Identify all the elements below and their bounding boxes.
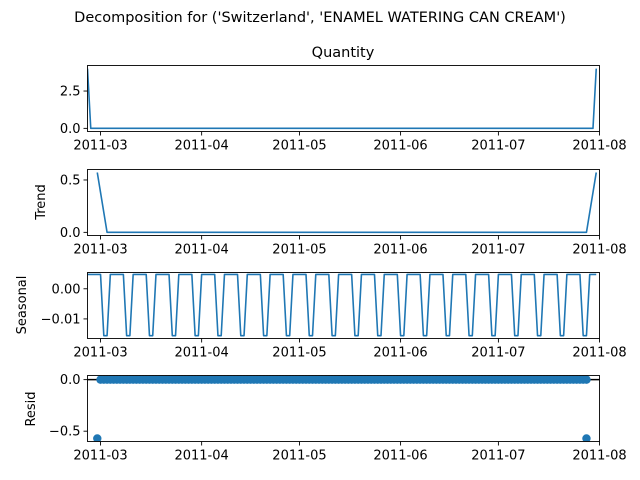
x-tick-label: 2011-06 bbox=[373, 449, 427, 464]
seasonal-axes: 2011-03 2011-04 2011-05 2011-06 2011-07 2011-… bbox=[41, 282, 627, 360]
y-tick-label: 0.0 bbox=[60, 226, 81, 241]
observed-line bbox=[87, 68, 598, 130]
trend-axes: 2011-03 2011-04 2011-05 2011-06 2011-07 2011-… bbox=[60, 173, 627, 257]
seasonal-axes-frame bbox=[87, 272, 600, 339]
y-tick-label: 2.5 bbox=[60, 85, 81, 100]
y-tick-label: −0.5 bbox=[49, 425, 81, 440]
x-tick-label: 2011-04 bbox=[174, 139, 228, 154]
x-tick-label: 2011-07 bbox=[471, 346, 525, 361]
trend-panel: 2011-03 2011-04 2011-05 2011-06 2011-07 2011-… bbox=[34, 169, 627, 258]
x-tick-label: 2011-04 bbox=[174, 243, 228, 258]
x-tick-label: 2011-04 bbox=[174, 449, 228, 464]
x-tick-label: 2011-08 bbox=[572, 243, 626, 258]
x-tick-label: 2011-04 bbox=[174, 346, 228, 361]
x-tick-label: 2011-05 bbox=[272, 243, 326, 258]
resid-axes: 2011-03 2011-04 2011-05 2011-06 2011-07 2011-… bbox=[49, 373, 627, 463]
figure-suptitle: Decomposition for ('Switzerland', 'ENAME… bbox=[74, 10, 566, 26]
x-tick-label: 2011-03 bbox=[73, 139, 127, 154]
x-tick-label: 2011-05 bbox=[272, 346, 326, 361]
observed-panel-title: Quantity bbox=[312, 45, 375, 61]
y-tick-label: 0.5 bbox=[60, 173, 81, 188]
x-tick-label: 2011-08 bbox=[572, 139, 626, 154]
x-tick-label: 2011-03 bbox=[73, 243, 127, 258]
trend-series bbox=[96, 172, 598, 234]
x-tick-label: 2011-07 bbox=[471, 139, 525, 154]
y-tick-label: 0.00 bbox=[52, 282, 81, 297]
y-tick-label: −0.01 bbox=[41, 312, 81, 327]
seasonal-series bbox=[87, 273, 597, 337]
x-tick-label: 2011-05 bbox=[272, 139, 326, 154]
observed-series bbox=[87, 68, 598, 130]
resid-panel: 2011-03 2011-04 2011-05 2011-06 2011-07 2011-… bbox=[24, 373, 627, 463]
x-tick-label: 2011-03 bbox=[73, 449, 127, 464]
seasonal-panel: 2011-03 2011-04 2011-05 2011-06 2011-07 2011-… bbox=[15, 272, 627, 361]
observed-panel: Quantity 2011-03 2011-04 2011-05 2011-06 201… bbox=[60, 45, 627, 154]
resid-outlier-point bbox=[582, 434, 591, 442]
resid-axes-frame bbox=[87, 375, 600, 442]
seasonal-ylabel: Seasonal bbox=[15, 276, 30, 335]
x-tick-label: 2011-06 bbox=[373, 139, 427, 154]
seasonal-line bbox=[87, 273, 597, 337]
trend-axes-frame bbox=[87, 169, 600, 236]
observed-axes: 2011-03 2011-04 2011-05 2011-06 2011-07 2011-… bbox=[60, 85, 627, 154]
trend-ylabel: Trend bbox=[34, 184, 49, 221]
x-tick-label: 2011-07 bbox=[471, 449, 525, 464]
y-tick-label: 0.0 bbox=[60, 373, 81, 388]
resid-ylabel: Resid bbox=[24, 391, 39, 426]
resid-point bbox=[582, 375, 591, 384]
resid-series bbox=[87, 375, 600, 442]
observed-axes-frame bbox=[87, 65, 600, 132]
x-tick-label: 2011-06 bbox=[373, 346, 427, 361]
x-tick-label: 2011-06 bbox=[373, 243, 427, 258]
x-tick-label: 2011-08 bbox=[572, 346, 626, 361]
x-tick-label: 2011-07 bbox=[471, 243, 525, 258]
x-tick-label: 2011-08 bbox=[572, 449, 626, 464]
y-tick-label: 0.0 bbox=[60, 122, 81, 137]
resid-outlier-point bbox=[93, 434, 102, 442]
trend-line bbox=[96, 172, 598, 234]
x-tick-label: 2011-05 bbox=[272, 449, 326, 464]
x-tick-label: 2011-03 bbox=[73, 346, 127, 361]
